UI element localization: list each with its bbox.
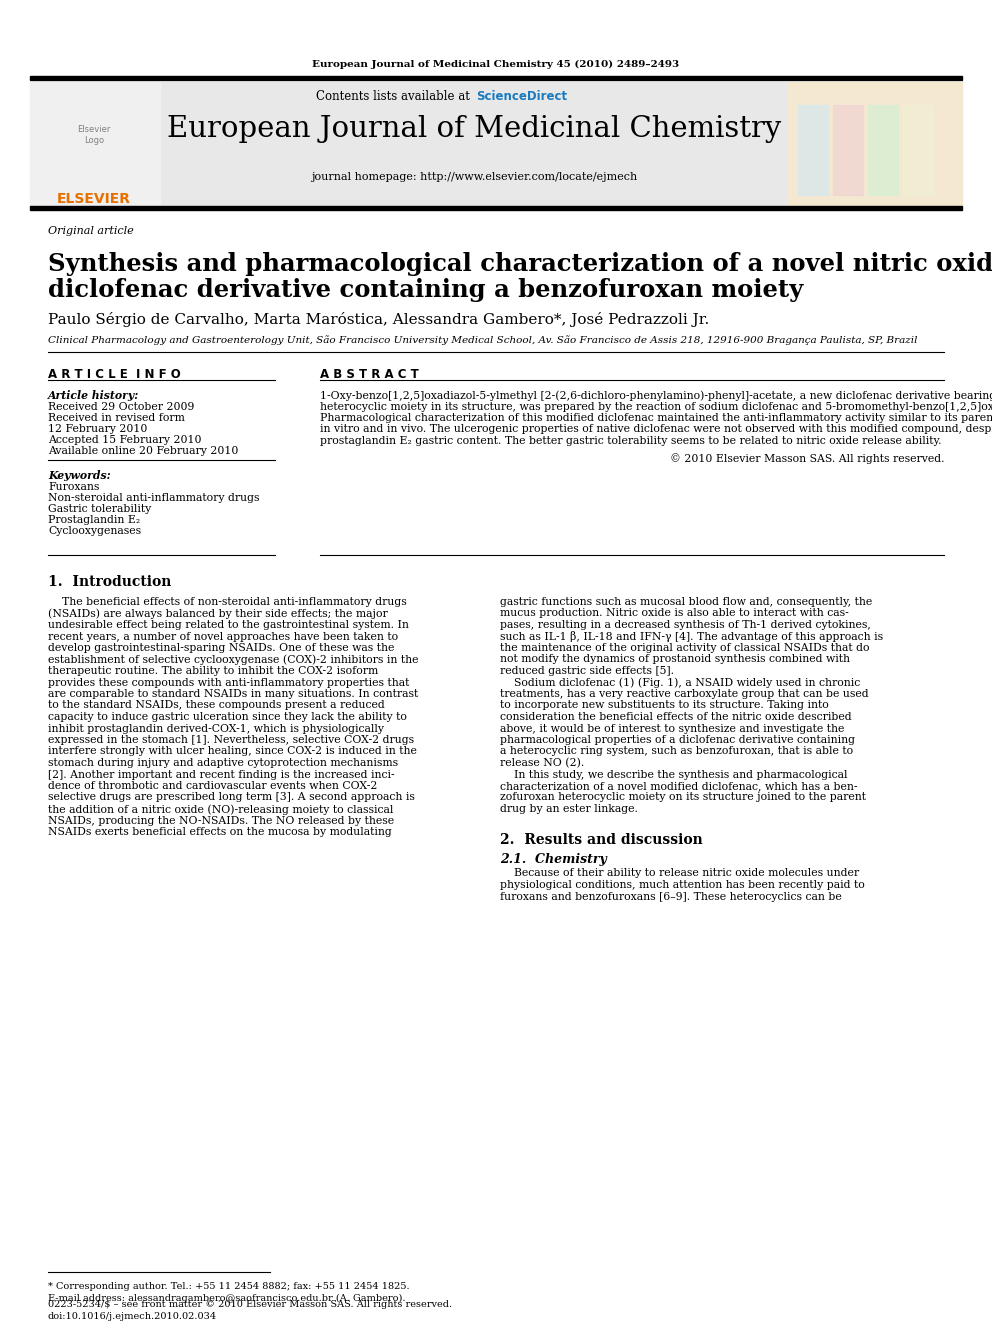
Text: dence of thrombotic and cardiovascular events when COX-2: dence of thrombotic and cardiovascular e… — [48, 781, 377, 791]
Text: above, it would be of interest to synthesize and investigate the: above, it would be of interest to synthe… — [500, 724, 844, 733]
Text: zofuroxan heterocyclic moiety on its structure joined to the parent: zofuroxan heterocyclic moiety on its str… — [500, 792, 866, 803]
Text: gastric functions such as mucosal blood flow and, consequently, the: gastric functions such as mucosal blood … — [500, 597, 872, 607]
Text: are comparable to standard NSAIDs in many situations. In contrast: are comparable to standard NSAIDs in man… — [48, 689, 419, 699]
Text: provides these compounds with anti-inflammatory properties that: provides these compounds with anti-infla… — [48, 677, 410, 688]
Text: Paulo Sérgio de Carvalho, Marta Maróstica, Alessandra Gambero*, José Pedrazzoli : Paulo Sérgio de Carvalho, Marta Maróstic… — [48, 312, 709, 327]
Text: Prostaglandin E₂: Prostaglandin E₂ — [48, 515, 140, 525]
Text: A B S T R A C T: A B S T R A C T — [320, 368, 419, 381]
Text: to incorporate new substituents to its structure. Taking into: to incorporate new substituents to its s… — [500, 700, 828, 710]
Text: Furoxans: Furoxans — [48, 482, 99, 492]
Text: to the standard NSAIDs, these compounds present a reduced: to the standard NSAIDs, these compounds … — [48, 700, 385, 710]
Text: not modify the dynamics of prostanoid synthesis combined with: not modify the dynamics of prostanoid sy… — [500, 655, 850, 664]
Text: Contents lists available at: Contents lists available at — [316, 90, 474, 103]
Text: Cyclooxygenases: Cyclooxygenases — [48, 527, 141, 536]
Bar — [30, 82, 160, 205]
Text: NSAIDs exerts beneficial effects on the mucosa by modulating: NSAIDs exerts beneficial effects on the … — [48, 827, 392, 837]
Text: 0223-5234/$ – see front matter © 2010 Elsevier Masson SAS. All rights reserved.: 0223-5234/$ – see front matter © 2010 El… — [48, 1301, 452, 1308]
Text: expressed in the stomach [1]. Nevertheless, selective COX-2 drugs: expressed in the stomach [1]. Neverthele… — [48, 736, 414, 745]
Text: * Corresponding author. Tel.: +55 11 2454 8882; fax: +55 11 2454 1825.: * Corresponding author. Tel.: +55 11 245… — [48, 1282, 410, 1291]
Text: 12 February 2010: 12 February 2010 — [48, 423, 148, 434]
Text: Article history:: Article history: — [48, 390, 139, 401]
Text: inhibit prostaglandin derived-COX-1, which is physiologically: inhibit prostaglandin derived-COX-1, whi… — [48, 724, 384, 733]
Text: prostaglandin E₂ gastric content. The better gastric tolerability seems to be re: prostaglandin E₂ gastric content. The be… — [320, 437, 941, 446]
Text: in vitro and in vivo. The ulcerogenic properties of native diclofenac were not o: in vitro and in vivo. The ulcerogenic pr… — [320, 425, 992, 434]
Text: establishment of selective cyclooxygenase (COX)-2 inhibitors in the: establishment of selective cyclooxygenas… — [48, 655, 419, 665]
Text: E-mail address: alessandragambero@saofrancisco.edu.br (A. Gambero).: E-mail address: alessandragambero@saofra… — [48, 1294, 406, 1303]
Text: ELSEVIER: ELSEVIER — [57, 192, 131, 206]
Text: pases, resulting in a decreased synthesis of Th-1 derived cytokines,: pases, resulting in a decreased synthesi… — [500, 620, 871, 630]
Text: furoxans and benzofuroxans [6–9]. These heterocyclics can be: furoxans and benzofuroxans [6–9]. These … — [500, 892, 842, 901]
Text: journal homepage: http://www.elsevier.com/locate/ejmech: journal homepage: http://www.elsevier.co… — [310, 172, 637, 183]
Bar — [788, 82, 962, 205]
Text: Synthesis and pharmacological characterization of a novel nitric oxide-releasing: Synthesis and pharmacological characteri… — [48, 251, 992, 277]
Text: therapeutic routine. The ability to inhibit the COX-2 isoform: therapeutic routine. The ability to inhi… — [48, 665, 378, 676]
Text: consideration the beneficial effects of the nitric oxide described: consideration the beneficial effects of … — [500, 712, 851, 722]
Text: Clinical Pharmacology and Gastroenterology Unit, São Francisco University Medica: Clinical Pharmacology and Gastroenterolo… — [48, 335, 918, 345]
Text: Pharmacological characterization of this modified diclofenac maintained the anti: Pharmacological characterization of this… — [320, 413, 992, 423]
Bar — [30, 206, 962, 210]
Text: Available online 20 February 2010: Available online 20 February 2010 — [48, 446, 238, 456]
Text: such as IL-1 β, IL-18 and IFN-γ [4]. The advantage of this approach is: such as IL-1 β, IL-18 and IFN-γ [4]. The… — [500, 631, 883, 643]
Text: selective drugs are prescribed long term [3]. A second approach is: selective drugs are prescribed long term… — [48, 792, 415, 803]
Text: NSAIDs, producing the NO-NSAIDs. The NO released by these: NSAIDs, producing the NO-NSAIDs. The NO … — [48, 815, 394, 826]
Text: 1-Oxy-benzo[1,2,5]oxadiazol-5-ylmethyl [2-(2,6-dichloro-phenylamino)-phenyl]-ace: 1-Oxy-benzo[1,2,5]oxadiazol-5-ylmethyl [… — [320, 390, 992, 401]
Text: reduced gastric side effects [5].: reduced gastric side effects [5]. — [500, 665, 674, 676]
Text: Because of their ability to release nitric oxide molecules under: Because of their ability to release nitr… — [500, 868, 859, 878]
Text: (NSAIDs) are always balanced by their side effects; the major: (NSAIDs) are always balanced by their si… — [48, 609, 388, 619]
Text: Sodium diclofenac (1) (Fig. 1), a NSAID widely used in chronic: Sodium diclofenac (1) (Fig. 1), a NSAID … — [500, 677, 860, 688]
Bar — [160, 82, 788, 205]
Bar — [903, 105, 933, 194]
Text: [2]. Another important and recent finding is the increased inci-: [2]. Another important and recent findin… — [48, 770, 395, 779]
Bar — [798, 105, 828, 194]
Text: A R T I C L E  I N F O: A R T I C L E I N F O — [48, 368, 181, 381]
Bar — [833, 105, 863, 194]
Text: the maintenance of the original activity of classical NSAIDs that do: the maintenance of the original activity… — [500, 643, 870, 654]
Text: Gastric tolerability: Gastric tolerability — [48, 504, 151, 515]
Text: Non-steroidal anti-inflammatory drugs: Non-steroidal anti-inflammatory drugs — [48, 493, 260, 503]
Text: European Journal of Medicinal Chemistry: European Journal of Medicinal Chemistry — [167, 115, 781, 143]
Text: a heterocyclic ring system, such as benzofuroxan, that is able to: a heterocyclic ring system, such as benz… — [500, 746, 853, 757]
Text: The beneficial effects of non-steroidal anti-inflammatory drugs: The beneficial effects of non-steroidal … — [48, 597, 407, 607]
Text: develop gastrointestinal-sparing NSAIDs. One of these was the: develop gastrointestinal-sparing NSAIDs.… — [48, 643, 395, 654]
Text: stomach during injury and adaptive cytoprotection mechanisms: stomach during injury and adaptive cytop… — [48, 758, 398, 767]
Text: ScienceDirect: ScienceDirect — [476, 90, 567, 103]
Text: European Journal of Medicinal Chemistry 45 (2010) 2489–2493: European Journal of Medicinal Chemistry … — [312, 60, 680, 69]
Text: mucus production. Nitric oxide is also able to interact with cas-: mucus production. Nitric oxide is also a… — [500, 609, 849, 618]
Text: Accepted 15 February 2010: Accepted 15 February 2010 — [48, 435, 201, 445]
Text: capacity to induce gastric ulceration since they lack the ability to: capacity to induce gastric ulceration si… — [48, 712, 407, 722]
Text: diclofenac derivative containing a benzofuroxan moiety: diclofenac derivative containing a benzo… — [48, 278, 804, 302]
Text: Original article: Original article — [48, 226, 134, 235]
Text: recent years, a number of novel approaches have been taken to: recent years, a number of novel approach… — [48, 631, 398, 642]
Text: heterocyclic moiety in its structure, was prepared by the reaction of sodium dic: heterocyclic moiety in its structure, wa… — [320, 401, 992, 411]
Text: the addition of a nitric oxide (NO)-releasing moiety to classical: the addition of a nitric oxide (NO)-rele… — [48, 804, 394, 815]
Text: undesirable effect being related to the gastrointestinal system. In: undesirable effect being related to the … — [48, 620, 409, 630]
Text: In this study, we describe the synthesis and pharmacological: In this study, we describe the synthesis… — [500, 770, 847, 779]
Text: treatments, has a very reactive carboxylate group that can be used: treatments, has a very reactive carboxyl… — [500, 689, 869, 699]
Text: Elsevier
Logo: Elsevier Logo — [77, 126, 111, 144]
Text: doi:10.1016/j.ejmech.2010.02.034: doi:10.1016/j.ejmech.2010.02.034 — [48, 1312, 217, 1320]
Text: characterization of a novel modified diclofenac, which has a ben-: characterization of a novel modified dic… — [500, 781, 857, 791]
Bar — [868, 105, 898, 194]
Text: release NO (2).: release NO (2). — [500, 758, 584, 769]
Text: Received in revised form: Received in revised form — [48, 413, 185, 423]
Text: drug by an ester linkage.: drug by an ester linkage. — [500, 804, 638, 814]
Text: interfere strongly with ulcer healing, since COX-2 is induced in the: interfere strongly with ulcer healing, s… — [48, 746, 417, 757]
Text: Keywords:: Keywords: — [48, 470, 111, 482]
Text: 1.  Introduction: 1. Introduction — [48, 576, 172, 589]
Text: Received 29 October 2009: Received 29 October 2009 — [48, 402, 194, 411]
Text: 2.1.  Chemistry: 2.1. Chemistry — [500, 853, 607, 867]
Text: pharmacological properties of a diclofenac derivative containing: pharmacological properties of a diclofen… — [500, 736, 855, 745]
Text: physiological conditions, much attention has been recently paid to: physiological conditions, much attention… — [500, 880, 865, 890]
Text: 2.  Results and discussion: 2. Results and discussion — [500, 833, 702, 848]
Text: © 2010 Elsevier Masson SAS. All rights reserved.: © 2010 Elsevier Masson SAS. All rights r… — [670, 454, 944, 464]
Bar — [30, 75, 962, 79]
